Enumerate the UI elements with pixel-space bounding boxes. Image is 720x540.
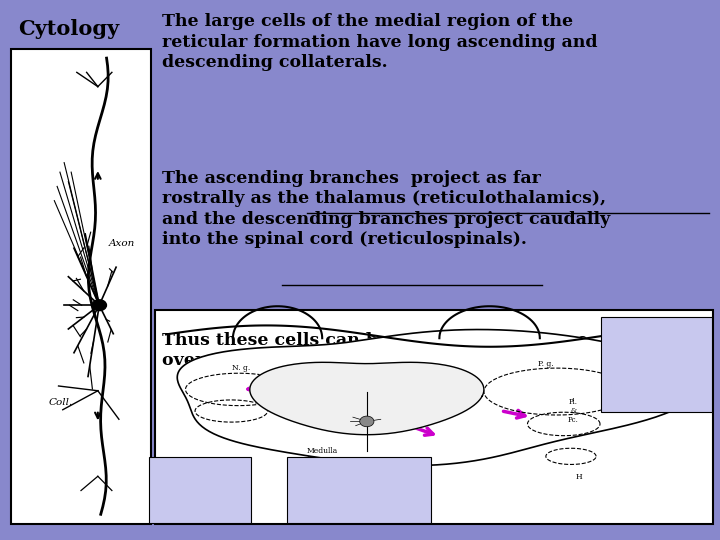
Bar bbox=[11, 49, 151, 524]
Text: Large cell in the
medial magnocellular
reticular formation: Large cell in the medial magnocellular r… bbox=[304, 475, 414, 505]
Circle shape bbox=[92, 300, 107, 310]
Circle shape bbox=[360, 416, 374, 427]
Text: Collaterals to
intralaminar
nuclei of the
thalamus: Collaterals to intralaminar nuclei of th… bbox=[623, 345, 690, 384]
FancyBboxPatch shape bbox=[149, 457, 251, 523]
Text: Medulla
oblongata: Medulla oblongata bbox=[303, 447, 341, 464]
Text: Thus these cells can have a broad influence
over the entire CNS neuraxis.: Thus these cells can have a broad influe… bbox=[162, 332, 588, 369]
Text: Cytology: Cytology bbox=[18, 19, 119, 39]
FancyBboxPatch shape bbox=[287, 457, 431, 523]
Text: Axon: Axon bbox=[109, 239, 135, 248]
Text: The large cells of the medial region of the
reticular formation have long ascend: The large cells of the medial region of … bbox=[162, 14, 598, 71]
Polygon shape bbox=[250, 362, 484, 435]
Bar bbox=[155, 310, 713, 524]
Text: N. gc.: N. gc. bbox=[395, 460, 417, 468]
Polygon shape bbox=[177, 329, 698, 465]
Text: H: H bbox=[575, 473, 582, 481]
Text: Coll.: Coll. bbox=[49, 398, 73, 407]
FancyBboxPatch shape bbox=[601, 317, 712, 412]
Text: N. g.: N. g. bbox=[232, 364, 251, 372]
Text: The ascending branches  project as far
rostrally as the thalamus (reticulothalam: The ascending branches project as far ro… bbox=[162, 170, 611, 248]
Text: Collaterals to
brainstem and
spinal cord: Collaterals to brainstem and spinal cord bbox=[163, 475, 237, 505]
Text: P. g.: P. g. bbox=[538, 360, 553, 368]
Text: Pl.
&
Pc.: Pl. & Pc. bbox=[568, 397, 579, 424]
